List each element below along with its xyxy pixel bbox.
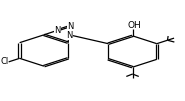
Text: OH: OH — [127, 21, 141, 30]
Text: N: N — [67, 22, 74, 31]
Text: N: N — [66, 31, 73, 40]
Text: N: N — [54, 26, 60, 35]
Text: Cl: Cl — [0, 57, 8, 66]
